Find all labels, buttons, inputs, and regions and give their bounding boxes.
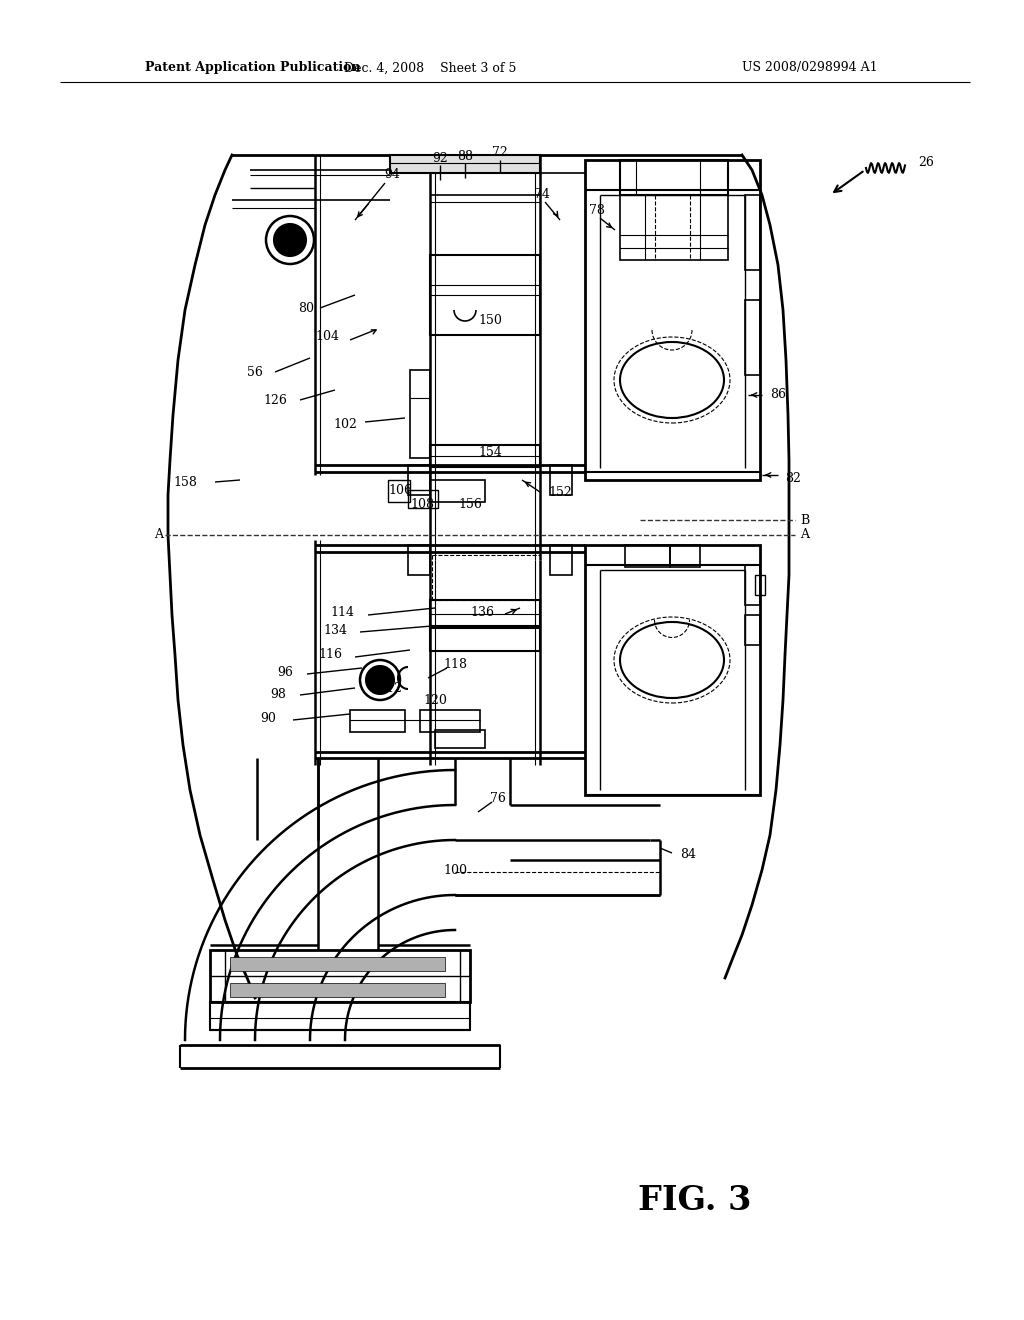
Bar (585, 160, 760, 480)
Bar (350, 710, 406, 733)
Text: Dec. 4, 2008    Sheet 3 of 5: Dec. 4, 2008 Sheet 3 of 5 (344, 62, 516, 74)
Bar (620, 160, 728, 195)
Circle shape (366, 667, 394, 694)
Text: 86: 86 (770, 388, 786, 401)
Text: 100: 100 (443, 863, 467, 876)
Text: 118: 118 (443, 659, 467, 672)
Bar (408, 490, 438, 508)
Text: 84: 84 (680, 849, 696, 862)
Bar (755, 576, 765, 595)
Text: 56: 56 (247, 366, 263, 379)
Bar (670, 545, 700, 568)
Text: B: B (800, 513, 809, 527)
Text: 80: 80 (298, 301, 314, 314)
Text: 152: 152 (548, 486, 571, 499)
Text: 90: 90 (260, 711, 275, 725)
Bar (585, 545, 760, 795)
Text: 154: 154 (478, 446, 502, 459)
Bar (390, 154, 540, 173)
Text: 94: 94 (384, 169, 400, 181)
Text: 150: 150 (478, 314, 502, 326)
Text: 74: 74 (535, 189, 550, 202)
Bar (420, 710, 480, 733)
Text: 156: 156 (458, 499, 482, 511)
Bar (210, 950, 470, 1002)
Text: 120: 120 (423, 693, 446, 706)
Bar (210, 1002, 470, 1030)
Text: 116: 116 (318, 648, 342, 661)
Bar (435, 730, 485, 748)
Text: 126: 126 (263, 393, 287, 407)
Text: 102: 102 (333, 417, 357, 430)
Bar (230, 983, 445, 997)
Bar (408, 465, 430, 495)
Text: 158: 158 (173, 475, 197, 488)
Bar (550, 465, 572, 495)
Text: 96: 96 (278, 665, 293, 678)
Text: 108: 108 (410, 499, 434, 511)
Text: 72: 72 (493, 147, 508, 160)
Text: 92: 92 (432, 152, 447, 165)
Bar (430, 626, 540, 651)
Bar (388, 480, 410, 502)
Text: 114: 114 (330, 606, 354, 619)
Text: 136: 136 (470, 606, 494, 619)
Bar (745, 615, 760, 645)
Bar (430, 445, 540, 467)
Bar (430, 601, 540, 628)
Text: 78: 78 (589, 205, 605, 218)
Text: A: A (154, 528, 163, 541)
Text: 106: 106 (388, 483, 412, 496)
Text: 112: 112 (378, 681, 402, 694)
Bar (745, 565, 760, 605)
Bar (430, 480, 485, 502)
Bar (745, 300, 760, 375)
Bar (745, 195, 760, 271)
Circle shape (274, 224, 306, 256)
Text: 104: 104 (315, 330, 339, 343)
Text: 88: 88 (457, 150, 473, 164)
Text: 134: 134 (323, 623, 347, 636)
Bar (408, 545, 430, 576)
Text: 98: 98 (270, 689, 286, 701)
Text: A: A (800, 528, 809, 541)
Bar (410, 370, 430, 458)
Bar (430, 255, 540, 335)
Bar (550, 545, 572, 576)
Text: US 2008/0298994 A1: US 2008/0298994 A1 (742, 62, 878, 74)
Text: 82: 82 (785, 471, 801, 484)
Bar (230, 957, 445, 972)
Text: 76: 76 (490, 792, 506, 804)
Text: Patent Application Publication: Patent Application Publication (145, 62, 360, 74)
Bar (625, 545, 670, 568)
Text: FIG. 3: FIG. 3 (638, 1184, 752, 1217)
Text: 26: 26 (918, 156, 934, 169)
Bar (620, 195, 728, 260)
